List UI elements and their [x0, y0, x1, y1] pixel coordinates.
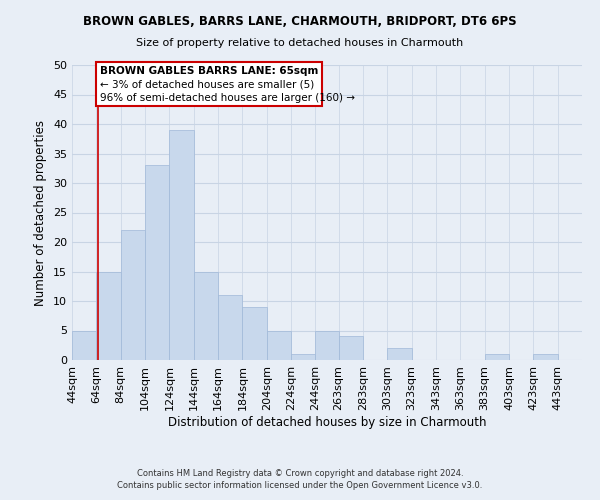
- Text: BROWN GABLES, BARRS LANE, CHARMOUTH, BRIDPORT, DT6 6PS: BROWN GABLES, BARRS LANE, CHARMOUTH, BRI…: [83, 15, 517, 28]
- Bar: [121, 230, 145, 360]
- Bar: [169, 130, 194, 360]
- Bar: [97, 272, 121, 360]
- FancyBboxPatch shape: [97, 62, 322, 106]
- Bar: [316, 330, 338, 360]
- Bar: [267, 330, 291, 360]
- Bar: [533, 354, 557, 360]
- Bar: [242, 307, 267, 360]
- Text: BROWN GABLES BARRS LANE: 65sqm: BROWN GABLES BARRS LANE: 65sqm: [100, 66, 319, 76]
- Bar: [485, 354, 509, 360]
- X-axis label: Distribution of detached houses by size in Charmouth: Distribution of detached houses by size …: [168, 416, 486, 428]
- Text: 96% of semi-detached houses are larger (160) →: 96% of semi-detached houses are larger (…: [100, 92, 355, 102]
- Text: Contains public sector information licensed under the Open Government Licence v3: Contains public sector information licen…: [118, 481, 482, 490]
- Text: Size of property relative to detached houses in Charmouth: Size of property relative to detached ho…: [136, 38, 464, 48]
- Y-axis label: Number of detached properties: Number of detached properties: [34, 120, 47, 306]
- Bar: [338, 336, 363, 360]
- Text: ← 3% of detached houses are smaller (5): ← 3% of detached houses are smaller (5): [100, 80, 314, 90]
- Text: Contains HM Land Registry data © Crown copyright and database right 2024.: Contains HM Land Registry data © Crown c…: [137, 468, 463, 477]
- Bar: [145, 166, 169, 360]
- Bar: [194, 272, 218, 360]
- Bar: [72, 330, 97, 360]
- Bar: [387, 348, 412, 360]
- Bar: [218, 295, 242, 360]
- Bar: [291, 354, 316, 360]
